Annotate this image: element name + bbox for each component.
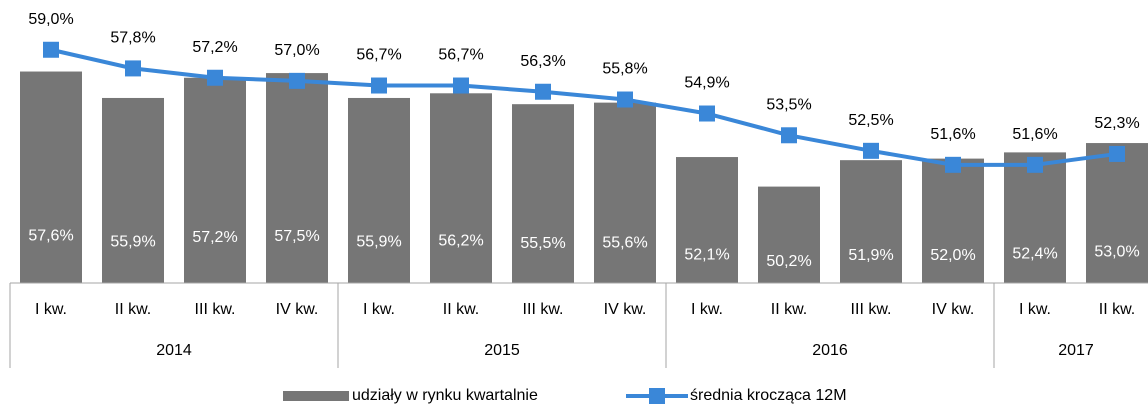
x-tick-label: III kw. [851, 301, 892, 318]
bar-value-label: 53,0% [1094, 243, 1139, 260]
x-tick-label: IV kw. [276, 301, 319, 318]
bar-value-label: 55,6% [602, 235, 647, 252]
bar-value-label: 57,5% [274, 228, 319, 245]
x-tick-label: II kw. [443, 301, 479, 318]
bar [676, 157, 738, 283]
legend-label: średnia krocząca 12M [690, 387, 847, 404]
x-tick-label: IV kw. [932, 301, 975, 318]
group-label: 2017 [1058, 342, 1094, 359]
bar [594, 102, 656, 283]
bar-value-label: 55,9% [356, 234, 401, 251]
line-marker [125, 60, 141, 77]
x-tick-label: III kw. [523, 301, 564, 318]
line-value-label: 54,9% [684, 75, 729, 92]
x-tick-label: I kw. [691, 301, 723, 318]
x-tick-label: II kw. [771, 301, 807, 318]
x-tick-label: I kw. [35, 301, 67, 318]
line-marker [207, 69, 223, 86]
bar-value-label: 55,9% [110, 234, 155, 251]
line-marker [699, 105, 715, 122]
line-value-label: 56,7% [438, 47, 483, 64]
line-value-label: 51,6% [1012, 126, 1057, 143]
legend-marker [649, 388, 665, 404]
bar-value-label: 56,2% [438, 232, 483, 249]
group-label: 2016 [812, 342, 848, 359]
x-tick-label: II kw. [1099, 301, 1135, 318]
bar-value-label: 57,2% [192, 229, 237, 246]
bar-value-label: 52,1% [684, 247, 729, 264]
bar [102, 97, 164, 283]
group-label: 2014 [156, 342, 192, 359]
line-marker [617, 91, 633, 108]
bar-value-label: 57,6% [28, 228, 73, 245]
line-marker [453, 77, 469, 94]
legend-swatch [283, 391, 349, 401]
bar-value-label: 50,2% [766, 253, 811, 270]
bar-value-label: 55,5% [520, 235, 565, 252]
bar [266, 73, 328, 283]
x-tick-label: I kw. [363, 301, 395, 318]
line-value-label: 52,5% [848, 112, 893, 129]
line-marker [43, 41, 59, 58]
bar-value-label: 51,9% [848, 247, 893, 264]
line-marker [863, 142, 879, 159]
line-value-label: 56,3% [520, 53, 565, 70]
bar-value-label: 52,0% [930, 247, 975, 264]
line-value-label: 57,8% [110, 30, 155, 47]
line-value-label: 59,0% [28, 11, 73, 28]
line-marker [371, 77, 387, 94]
x-tick-label: I kw. [1019, 301, 1051, 318]
line-value-label: 52,3% [1094, 115, 1139, 132]
bar [430, 93, 492, 284]
line [50, 47, 1118, 167]
x-tick-label: IV kw. [604, 301, 647, 318]
bar [20, 71, 82, 284]
x-tick-label: III kw. [195, 301, 236, 318]
line-value-label: 55,8% [602, 61, 647, 78]
line-marker [945, 156, 961, 173]
x-tick-label: II kw. [115, 301, 151, 318]
bar [758, 186, 820, 283]
line-value-label: 57,2% [192, 39, 237, 56]
line-marker [1027, 156, 1043, 173]
bar [922, 158, 984, 283]
line-marker [1109, 145, 1125, 162]
legend-label: udziały w rynku kwartalnie [352, 387, 538, 404]
line-value-label: 53,5% [766, 96, 811, 113]
bar [840, 160, 902, 283]
line-value-label: 56,7% [356, 47, 401, 64]
line-marker [535, 83, 551, 100]
bar [1004, 152, 1066, 283]
bar-value-label: 52,4% [1012, 245, 1057, 262]
line-marker [781, 127, 797, 144]
line-value-label: 57,0% [274, 42, 319, 59]
line-marker [289, 72, 305, 89]
bar [348, 97, 410, 283]
group-label: 2015 [484, 342, 520, 359]
line-value-label: 51,6% [930, 126, 975, 143]
bar [1086, 143, 1148, 283]
bar [184, 77, 246, 283]
bar [512, 104, 574, 283]
